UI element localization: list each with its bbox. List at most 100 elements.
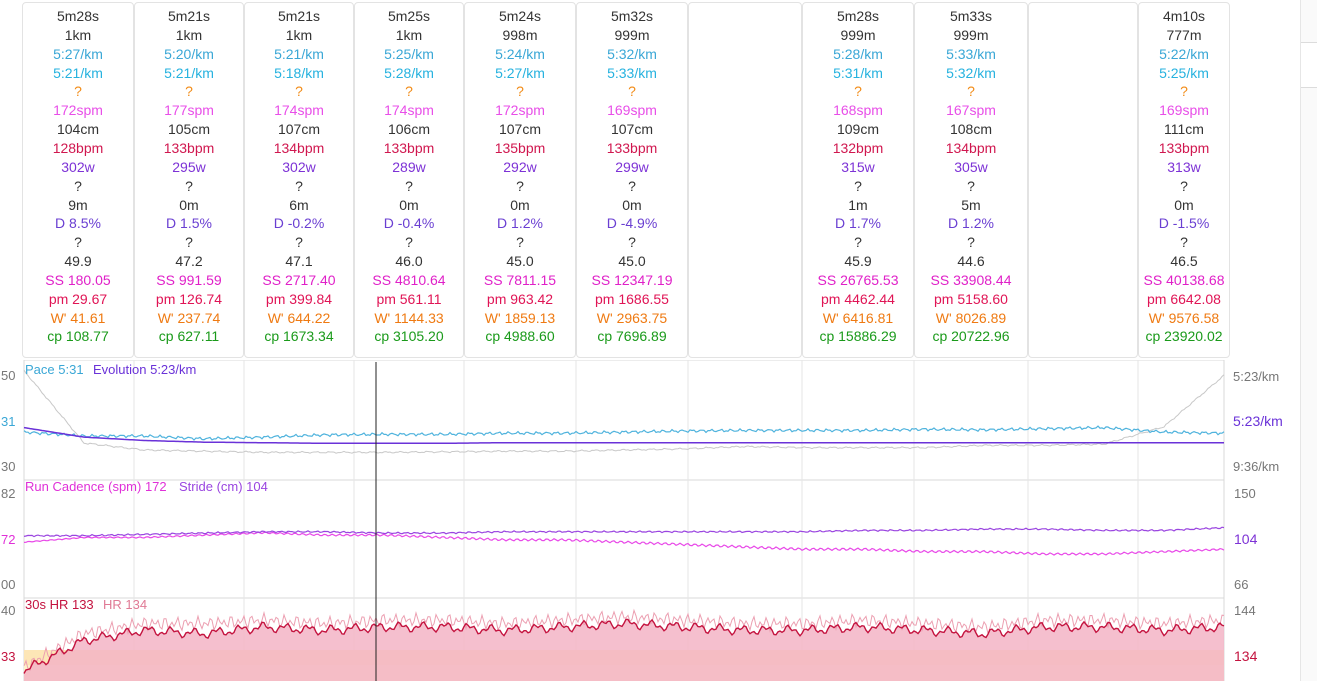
split-elevation: 5m: [961, 196, 981, 213]
pace-legend: Pace 5:31: [25, 362, 84, 377]
split-heart-rate: 135bpm: [494, 139, 546, 156]
left-tick: 30: [1, 459, 15, 474]
split-pace: 5:21/km: [274, 45, 324, 62]
split-card[interactable]: [1028, 2, 1138, 358]
split-heart-rate: 133bpm: [1158, 139, 1210, 156]
split-score: 45.0: [618, 253, 646, 270]
split-unknown-b: ?: [1180, 177, 1188, 194]
split-unknown-a: ?: [1180, 83, 1188, 100]
right-tick: 9:36/km: [1233, 459, 1279, 474]
split-card[interactable]: 5m33s 999m 5:33/km 5:32/km? 167spm 108cm 134bp…: [914, 2, 1028, 358]
right-tick: 5:23/km: [1233, 413, 1283, 429]
right-tick: 150: [1234, 486, 1256, 501]
split-unknown-c: ?: [628, 234, 636, 251]
split-elevation: 0m: [399, 196, 419, 213]
split-cadence: 172spm: [53, 102, 103, 119]
split-wbal: W' 6416.81: [822, 309, 894, 326]
split-card[interactable]: 5m28s 1km 5:27/km 5:21/km? 172spm 104cm 128bpm…: [22, 2, 134, 358]
split-elevation: 0m: [1174, 196, 1194, 213]
split-unknown-c: ?: [295, 234, 303, 251]
split-score: 47.2: [175, 253, 203, 270]
split-unknown-b: ?: [295, 177, 303, 194]
split-cp: cp 3105.20: [374, 328, 444, 345]
split-card[interactable]: [688, 2, 802, 358]
split-wbal: W' 8026.89: [935, 309, 1007, 326]
split-gap: 5:33/km: [607, 64, 657, 81]
right-tick: 134: [1234, 648, 1258, 664]
split-stride: 107cm: [610, 121, 654, 138]
split-cp: cp 23920.02: [1145, 328, 1223, 345]
split-unknown-a: ?: [74, 83, 82, 100]
split-elevation: 9m: [68, 196, 88, 213]
left-tick: 31: [1, 414, 15, 429]
split-card[interactable]: 5m32s 999m 5:32/km 5:33/km? 169spm 107cm 133bp…: [576, 2, 688, 358]
split-ss: SS 7811.15: [483, 271, 557, 288]
split-decoupling: D -1.5%: [1158, 215, 1210, 232]
split-pace: 5:24/km: [495, 45, 545, 62]
split-decoupling: D -4.9%: [606, 215, 658, 232]
split-decoupling: D 1.5%: [166, 215, 212, 232]
split-unknown-c: ?: [405, 234, 413, 251]
split-unknown-a: ?: [854, 83, 862, 100]
side-panel-box[interactable]: [1301, 42, 1317, 88]
split-stride: 111cm: [1164, 121, 1204, 138]
split-unknown-a: ?: [405, 83, 413, 100]
split-card[interactable]: 5m24s 998m 5:24/km 5:27/km? 172spm 107cm 135bp…: [464, 2, 576, 358]
split-pm: pm 6642.08: [1147, 290, 1221, 307]
split-pace: 5:33/km: [946, 45, 996, 62]
split-heart-rate: 133bpm: [163, 139, 215, 156]
split-score: 45.9: [844, 253, 872, 270]
split-card[interactable]: 5m21s 1km 5:21/km 5:18/km? 174spm 107cm 134bpm…: [244, 2, 354, 358]
split-card[interactable]: 5m28s 999m 5:28/km 5:31/km? 168spm 109cm 132bp…: [802, 2, 914, 358]
split-cp: cp 20722.96: [932, 328, 1010, 345]
split-decoupling: D 1.2%: [948, 215, 994, 232]
split-pm: pm 963.42: [486, 290, 554, 307]
split-unknown-c: ?: [1180, 234, 1188, 251]
split-power: 315w: [841, 158, 875, 175]
split-heart-rate: 133bpm: [606, 139, 658, 156]
right-tick: 5:23/km: [1233, 369, 1279, 384]
left-tick: 00: [1, 577, 15, 592]
split-decoupling: D -0.2%: [273, 215, 325, 232]
split-cadence: 174spm: [274, 102, 324, 119]
split-wbal: W' 41.61: [50, 309, 106, 326]
split-unknown-b: ?: [628, 177, 636, 194]
split-cadence: 177spm: [164, 102, 214, 119]
split-pace: 5:22/km: [1159, 45, 1209, 62]
split-heart-rate: 134bpm: [273, 139, 325, 156]
split-cp: cp 1673.34: [264, 328, 334, 345]
split-wbal: W' 237.74: [157, 309, 221, 326]
left-tick: 82: [1, 486, 15, 501]
split-ss: SS 2717.40: [262, 271, 336, 288]
split-wbal: W' 1859.13: [484, 309, 556, 326]
split-cadence: 167spm: [946, 102, 996, 119]
split-card[interactable]: 5m21s 1km 5:20/km 5:21/km? 177spm 105cm 133bpm…: [134, 2, 244, 358]
split-ss: SS 26765.53: [817, 271, 899, 288]
hr30-line: [23, 618, 1225, 674]
split-cadence: 172spm: [495, 102, 545, 119]
split-elevation: 6m: [289, 196, 309, 213]
split-unknown-b: ?: [516, 177, 524, 194]
split-decoupling: D 8.5%: [55, 215, 101, 232]
split-card[interactable]: 5m25s 1km 5:25/km 5:28/km? 174spm 106cm 133bpm…: [354, 2, 464, 358]
split-power: 305w: [954, 158, 988, 175]
stream-chart[interactable]: Pace 5:31 Evolution 5:23/km 50 31 30 5:23/km 5…: [0, 360, 1300, 681]
split-card[interactable]: 4m10s 777m 5:22/km 5:25/km? 169spm 111cm 133bp…: [1138, 2, 1230, 358]
split-time: 5m28s: [836, 8, 880, 24]
split-pm: pm 561.11: [376, 290, 442, 307]
split-ss: SS 991.59: [156, 271, 222, 288]
split-stride: 107cm: [277, 121, 321, 138]
split-time: 5m28s: [56, 8, 100, 24]
split-time: 5m33s: [949, 8, 993, 24]
hr30-area: [24, 619, 1224, 681]
split-elevation: 1m: [848, 196, 868, 213]
split-unknown-a: ?: [185, 83, 193, 100]
split-gap: 5:25/km: [1159, 64, 1209, 81]
right-tick: 144: [1234, 603, 1256, 618]
panel-frame: [23, 360, 1225, 481]
split-distance: 999m: [614, 26, 650, 43]
split-time: 5m21s: [277, 8, 321, 24]
split-distance: 1km: [285, 26, 313, 43]
split-time: 5m21s: [167, 8, 211, 24]
split-unknown-c: ?: [854, 234, 862, 251]
